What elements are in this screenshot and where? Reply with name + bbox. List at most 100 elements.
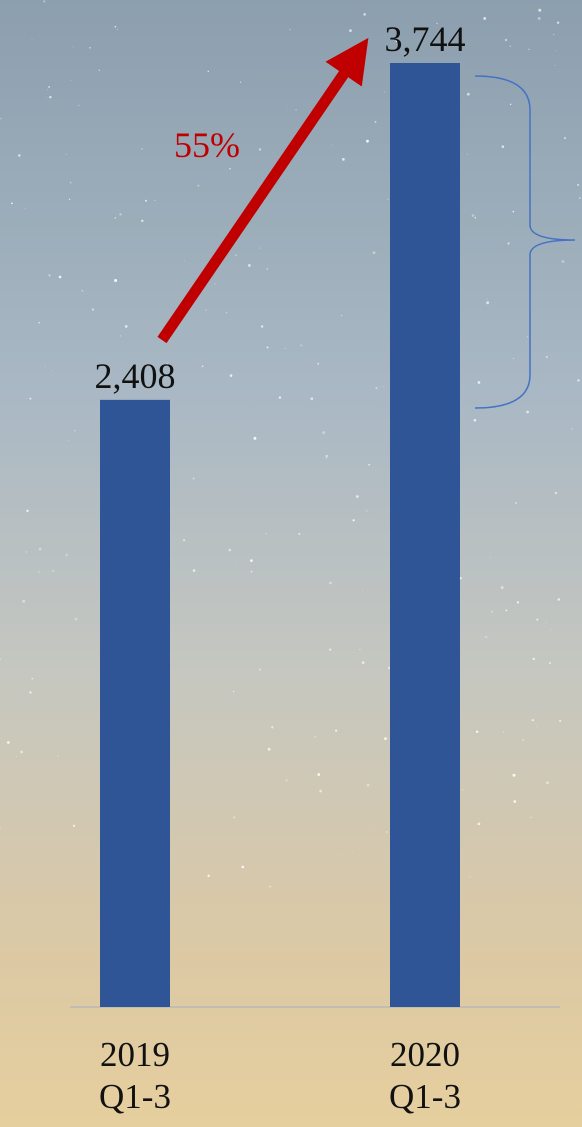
star xyxy=(65,553,68,557)
star xyxy=(117,28,118,30)
star xyxy=(258,668,262,671)
star xyxy=(329,581,332,585)
star xyxy=(4,193,6,195)
star xyxy=(207,70,209,73)
star xyxy=(500,586,504,590)
brace xyxy=(474,75,576,409)
star xyxy=(266,346,269,349)
star xyxy=(512,210,515,213)
star xyxy=(512,357,515,360)
star xyxy=(240,81,242,83)
bar xyxy=(100,399,170,1007)
star xyxy=(359,649,361,650)
star xyxy=(57,755,59,757)
star xyxy=(495,483,497,485)
star xyxy=(342,157,345,161)
star xyxy=(477,822,481,826)
star xyxy=(298,532,301,535)
star xyxy=(484,635,488,639)
star xyxy=(491,610,494,613)
star xyxy=(462,789,463,791)
star xyxy=(235,565,236,566)
star xyxy=(235,254,237,256)
star xyxy=(20,750,23,754)
star xyxy=(317,362,320,365)
x-tick-label: 2020 Q1-3 xyxy=(389,1035,461,1116)
star xyxy=(0,117,2,120)
star xyxy=(287,109,289,111)
star xyxy=(310,397,314,401)
star xyxy=(70,79,72,81)
star xyxy=(528,48,530,51)
star xyxy=(548,662,551,664)
star xyxy=(269,885,271,888)
star xyxy=(337,855,340,857)
star xyxy=(29,397,32,400)
bar xyxy=(390,63,460,1007)
star xyxy=(265,533,267,535)
star xyxy=(526,410,529,414)
star xyxy=(78,104,80,107)
star xyxy=(52,570,54,572)
star xyxy=(38,321,41,324)
star xyxy=(22,599,26,603)
star xyxy=(384,737,387,740)
star xyxy=(120,335,121,337)
star xyxy=(18,154,21,157)
star xyxy=(6,741,10,744)
star xyxy=(8,503,9,505)
star xyxy=(232,816,236,819)
star xyxy=(183,539,186,542)
star xyxy=(295,109,297,111)
star xyxy=(375,387,378,389)
star xyxy=(505,609,508,612)
star xyxy=(192,569,196,572)
star xyxy=(385,830,388,833)
star xyxy=(466,92,470,96)
star xyxy=(325,454,329,458)
star xyxy=(469,876,471,878)
star xyxy=(65,153,67,155)
star xyxy=(300,344,303,347)
star xyxy=(363,13,366,16)
star xyxy=(271,726,274,729)
star xyxy=(26,509,29,513)
star xyxy=(114,216,117,219)
star xyxy=(475,730,479,734)
star xyxy=(554,492,557,495)
star xyxy=(51,370,53,372)
star xyxy=(68,440,70,441)
star xyxy=(486,301,490,305)
star xyxy=(141,219,144,223)
star xyxy=(564,137,566,139)
star xyxy=(114,279,118,283)
star xyxy=(250,559,253,563)
star xyxy=(483,17,487,20)
star xyxy=(577,183,580,187)
star xyxy=(550,629,552,631)
star xyxy=(24,208,26,210)
star xyxy=(240,282,241,284)
star xyxy=(192,477,195,480)
star xyxy=(322,431,326,435)
star xyxy=(553,34,555,36)
star xyxy=(490,556,491,558)
star xyxy=(559,719,562,722)
star xyxy=(531,719,534,722)
star xyxy=(68,198,71,201)
star xyxy=(530,816,532,819)
star xyxy=(38,547,42,551)
star xyxy=(250,570,253,573)
star xyxy=(335,729,338,732)
star xyxy=(267,747,271,751)
star xyxy=(89,46,91,49)
star xyxy=(436,22,438,25)
star xyxy=(266,268,268,270)
star xyxy=(503,731,505,733)
star xyxy=(349,29,352,33)
star xyxy=(278,396,282,399)
star xyxy=(141,148,143,150)
star xyxy=(555,50,557,52)
data-label: 2,408 xyxy=(95,356,176,396)
